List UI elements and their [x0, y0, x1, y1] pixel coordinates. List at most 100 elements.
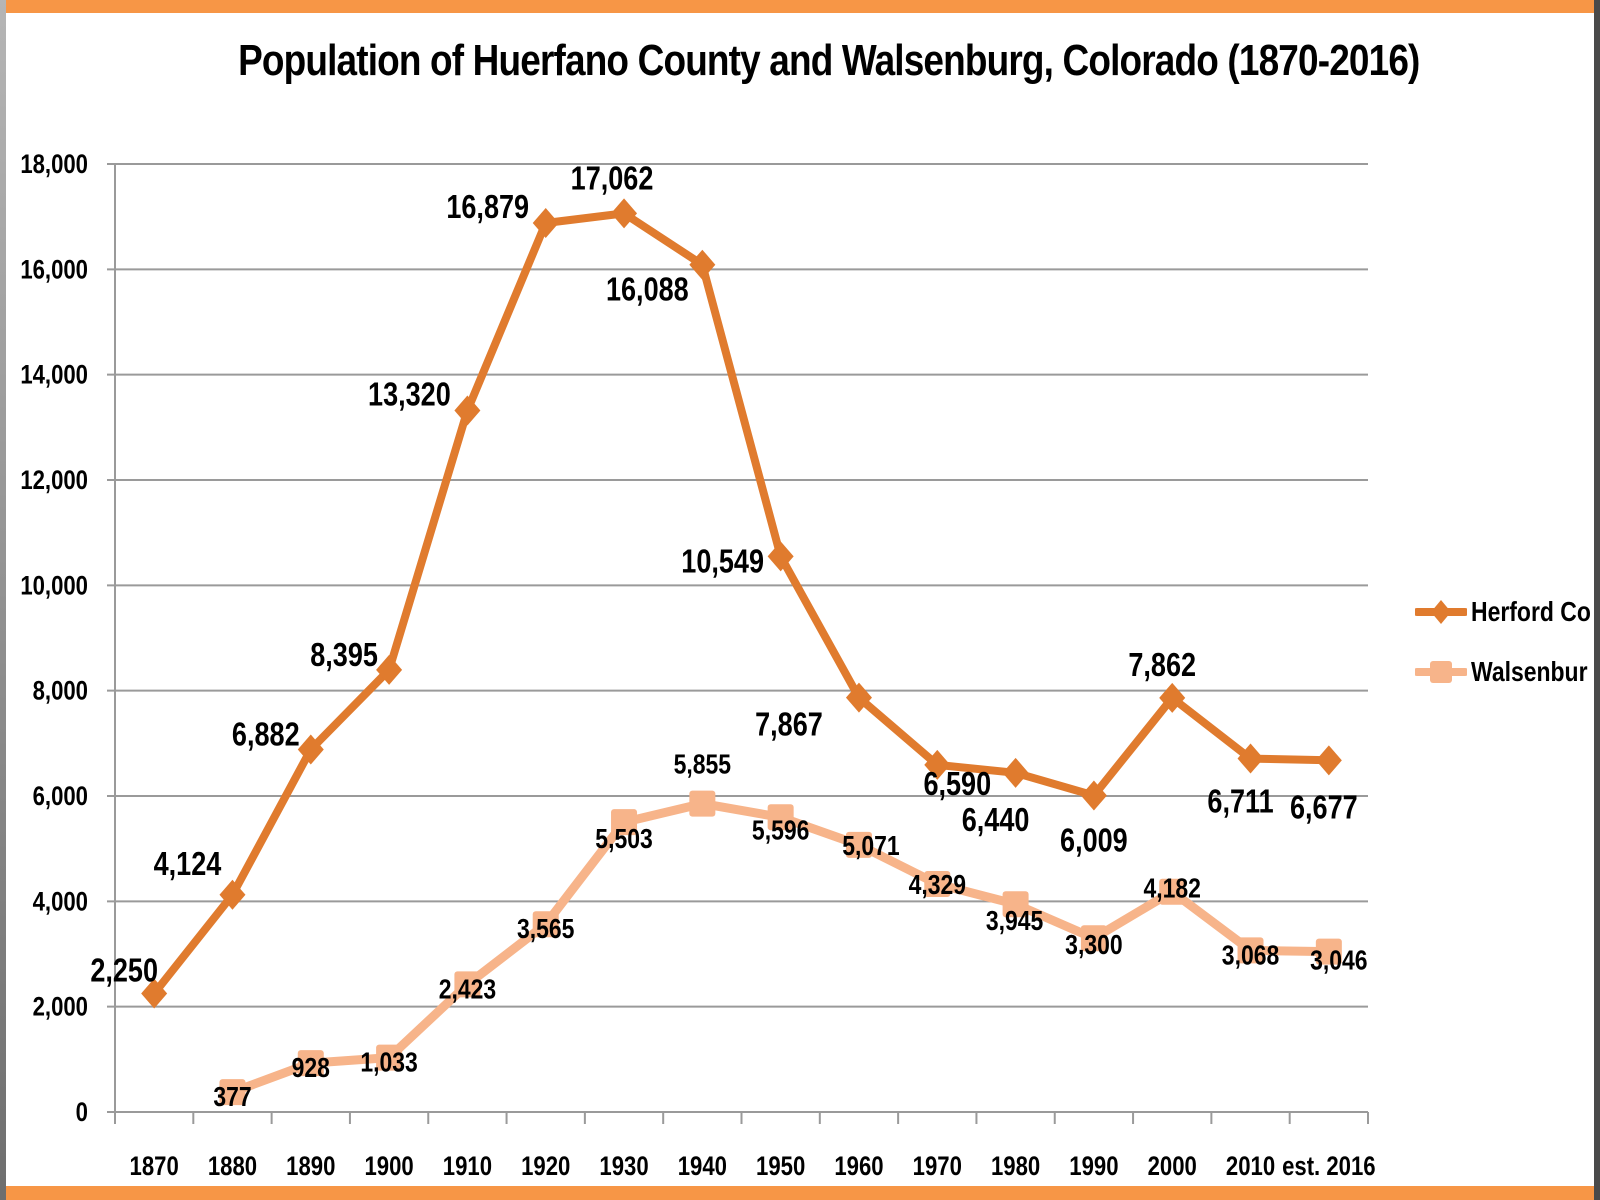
data-point-walsenburg[interactable] [1159, 878, 1186, 905]
data-label-walsenburg: 5,596 [752, 815, 809, 846]
data-label-herford: 6,590 [923, 766, 991, 802]
data-label-walsenburg: 928 [292, 1053, 330, 1084]
data-point-herford[interactable] [141, 978, 168, 1009]
data-point-walsenburg[interactable] [532, 911, 559, 938]
data-label-walsenburg: 3,945 [986, 906, 1043, 937]
y-tick-label: 6,000 [33, 782, 88, 812]
chart-title: Population of Huerfano County and Walsen… [238, 36, 1420, 85]
legend-item-herford[interactable]: Herford Co [1415, 592, 1600, 632]
data-label-walsenburg: 5,855 [674, 750, 731, 781]
x-tick-label: 1920 [521, 1152, 570, 1182]
data-point-herford[interactable] [924, 749, 951, 780]
y-axis: 0 2,000 4,000 6,000 8,000 10,000 12,000 14,000 1… [20, 150, 116, 1128]
data-point-herford[interactable] [297, 734, 324, 765]
x-tick-label: 1930 [599, 1152, 648, 1182]
data-point-walsenburg[interactable] [845, 831, 872, 858]
data-label-herford: 4,124 [154, 846, 222, 882]
data-point-herford[interactable] [1237, 743, 1264, 774]
gridlines [107, 163, 1368, 1113]
data-point-walsenburg[interactable] [297, 1050, 324, 1077]
x-tick-label: 1980 [991, 1152, 1040, 1182]
x-tick-label: 2010 [1226, 1152, 1275, 1182]
x-tick-label: 1960 [834, 1152, 883, 1182]
data-point-walsenburg[interactable] [454, 971, 481, 998]
data-label-herford: 6,009 [1060, 823, 1128, 859]
data-point-herford[interactable] [1159, 682, 1186, 713]
x-tick-label: 1970 [913, 1152, 962, 1182]
data-point-herford[interactable] [767, 541, 794, 572]
data-point-herford[interactable] [454, 395, 481, 426]
x-tick-label: 1870 [130, 1152, 179, 1182]
data-point-herford[interactable] [532, 208, 559, 239]
x-tick-label: 1940 [678, 1152, 727, 1182]
right-frame-border [1594, 0, 1600, 1200]
y-tick-label: 0 [76, 1098, 88, 1128]
data-point-walsenburg[interactable] [924, 871, 951, 898]
data-labels: 2,250 4,124 6,882 8,395 13,320 16,879 17,062 16… [90, 161, 1367, 1113]
y-tick-label: 2,000 [33, 993, 88, 1023]
data-label-herford: 6,440 [962, 802, 1030, 838]
y-tick-label: 10,000 [20, 571, 88, 601]
series-line-herford [151, 209, 1329, 996]
data-label-walsenburg: 1,033 [360, 1048, 417, 1079]
data-point-walsenburg[interactable] [767, 804, 794, 831]
data-label-walsenburg: 3,565 [517, 914, 574, 945]
x-tick-label: 1910 [443, 1152, 492, 1182]
data-label-herford: 6,677 [1290, 790, 1358, 826]
bottom-accent-bar [6, 1186, 1594, 1200]
top-accent-bar [6, 0, 1594, 13]
data-label-herford: 16,879 [446, 190, 529, 226]
x-tick-label: 1880 [208, 1152, 257, 1182]
data-point-walsenburg[interactable] [1080, 925, 1107, 952]
data-label-herford: 17,062 [571, 161, 654, 197]
y-tick-label: 14,000 [20, 361, 88, 391]
x-tick-label: 1950 [756, 1152, 805, 1182]
data-label-herford: 2,250 [90, 953, 158, 989]
data-label-herford: 6,711 [1207, 784, 1273, 820]
data-point-herford[interactable] [376, 654, 403, 685]
data-point-walsenburg[interactable] [376, 1044, 403, 1071]
data-point-herford[interactable] [1315, 745, 1342, 776]
data-point-walsenburg[interactable] [1237, 937, 1264, 964]
data-point-herford[interactable] [611, 198, 638, 229]
data-label-herford: 8,395 [310, 637, 378, 673]
y-tick-label: 4,000 [33, 887, 88, 917]
data-label-walsenburg: 3,300 [1065, 930, 1122, 961]
data-point-walsenburg[interactable] [1002, 891, 1029, 918]
data-label-walsenburg: 4,182 [1144, 874, 1201, 905]
data-label-walsenburg: 3,046 [1310, 946, 1367, 977]
data-label-walsenburg: 4,329 [909, 870, 966, 901]
x-tick-label: 1890 [286, 1152, 335, 1182]
y-tick-label: 18,000 [20, 150, 88, 180]
legend-label-walsenburg: Walsenbur [1471, 656, 1588, 687]
diamond-marker-icon [1415, 600, 1467, 624]
legend-item-walsenburg[interactable]: Walsenbur [1415, 652, 1600, 692]
data-label-walsenburg: 2,423 [439, 974, 496, 1005]
data-point-walsenburg[interactable] [689, 790, 716, 817]
data-point-walsenburg[interactable] [611, 809, 638, 836]
data-point-herford[interactable] [689, 249, 716, 280]
square-marker-icon [1415, 661, 1467, 683]
data-point-herford[interactable] [1080, 780, 1107, 811]
data-label-herford: 7,867 [755, 707, 823, 743]
data-label-herford: 13,320 [368, 377, 451, 413]
y-tick-label: 16,000 [20, 255, 88, 285]
y-tick-label: 8,000 [33, 677, 88, 707]
data-label-herford: 16,088 [606, 272, 689, 308]
data-label-walsenburg: 377 [213, 1082, 251, 1113]
data-point-walsenburg[interactable] [219, 1079, 246, 1106]
data-label-walsenburg: 3,068 [1222, 940, 1279, 971]
data-point-herford[interactable] [845, 682, 872, 713]
series-group [141, 198, 1342, 1106]
data-point-herford[interactable] [1002, 757, 1029, 788]
x-tick-label: 2000 [1148, 1152, 1197, 1182]
x-tick-label: est. 2016 [1282, 1152, 1375, 1182]
x-tick-label: 1990 [1069, 1152, 1118, 1182]
left-frame-border [0, 0, 6, 1200]
data-point-herford[interactable] [219, 879, 246, 910]
data-point-walsenburg[interactable] [1315, 938, 1342, 965]
x-axis: 1870 1880 1890 1900 1910 1920 1930 1940 1950 1960… [114, 1112, 1376, 1182]
y-tick-label: 12,000 [20, 466, 88, 496]
data-label-herford: 10,549 [681, 544, 764, 580]
